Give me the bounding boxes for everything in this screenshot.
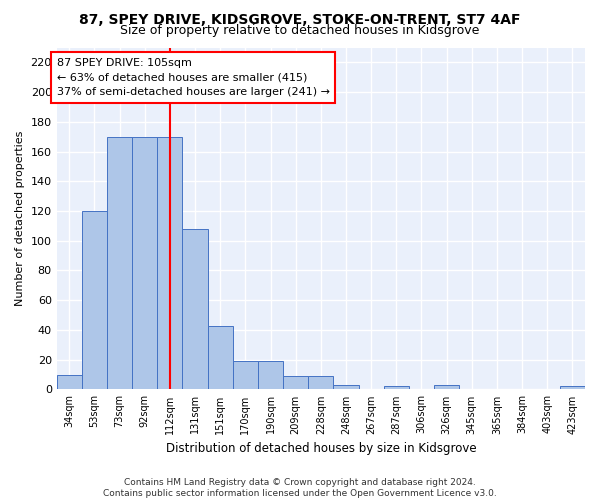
Bar xyxy=(107,136,132,390)
Text: Size of property relative to detached houses in Kidsgrove: Size of property relative to detached ho… xyxy=(121,24,479,37)
Bar xyxy=(132,136,157,390)
Bar xyxy=(82,211,107,390)
Bar xyxy=(434,385,459,390)
Text: Contains HM Land Registry data © Crown copyright and database right 2024.
Contai: Contains HM Land Registry data © Crown c… xyxy=(103,478,497,498)
Text: 87 SPEY DRIVE: 105sqm
← 63% of detached houses are smaller (415)
37% of semi-det: 87 SPEY DRIVE: 105sqm ← 63% of detached … xyxy=(56,58,329,98)
Bar xyxy=(283,376,308,390)
Bar xyxy=(560,386,585,390)
Bar xyxy=(157,136,182,390)
Bar xyxy=(233,361,258,390)
Bar xyxy=(258,361,283,390)
Bar xyxy=(334,385,359,390)
Bar xyxy=(308,376,334,390)
Bar xyxy=(56,374,82,390)
Y-axis label: Number of detached properties: Number of detached properties xyxy=(15,131,25,306)
X-axis label: Distribution of detached houses by size in Kidsgrove: Distribution of detached houses by size … xyxy=(166,442,476,455)
Text: 87, SPEY DRIVE, KIDSGROVE, STOKE-ON-TRENT, ST7 4AF: 87, SPEY DRIVE, KIDSGROVE, STOKE-ON-TREN… xyxy=(79,12,521,26)
Bar xyxy=(208,326,233,390)
Bar xyxy=(182,229,208,390)
Bar xyxy=(384,386,409,390)
